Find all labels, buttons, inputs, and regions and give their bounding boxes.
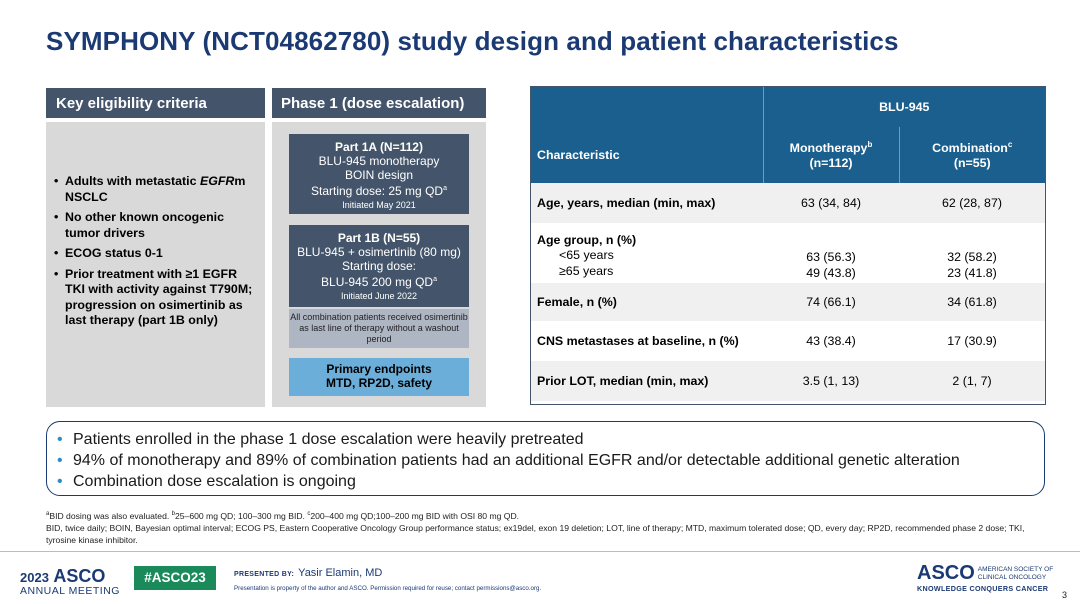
- phase1-header: Phase 1 (dose escalation): [272, 88, 486, 118]
- slide-title: SYMPHONY (NCT04862780) study design and …: [46, 26, 899, 56]
- eligibility-item: Adults with metastatic EGFRm NSCLC: [54, 174, 260, 205]
- eligibility-header: Key eligibility criteria: [46, 88, 265, 118]
- endpoints-list: MTD, RP2D, safety: [325, 376, 433, 390]
- page-number: 3: [1062, 590, 1068, 600]
- endpoints-title: Primary endpoints: [326, 362, 432, 376]
- part-1a-starting-dose: Starting dose: 25 mg QDa: [311, 184, 447, 198]
- table-header-row: BLU-945: [531, 87, 1045, 127]
- table-row: Age, years, median (min, max) 63 (34, 84…: [531, 183, 1045, 223]
- combination-header: Combinationc (n=55): [898, 127, 1045, 183]
- part-1a-line: BOIN design: [344, 168, 414, 182]
- characteristics-table: BLU-945 Characteristic Monotherapyb (n=11…: [530, 86, 1046, 405]
- table-header-row: Characteristic Monotherapyb (n=112) Combi…: [531, 127, 1045, 183]
- part-1b-title: Part 1B (N=55): [337, 231, 421, 245]
- permission-note: Presentation is property of the author a…: [234, 585, 542, 592]
- part-1a-line: BLU-945 monotherapy: [318, 154, 440, 168]
- table-row: Age group, n (%) <65 years ≥65 years 63 …: [531, 223, 1045, 283]
- presenter-name: Yasir Elamin, MD: [298, 567, 383, 579]
- hashtag-badge: #ASCO23: [134, 566, 216, 590]
- primary-endpoints-box: Primary endpoints MTD, RP2D, safety: [289, 358, 469, 396]
- summary-item: 94% of monotherapy and 89% of combinatio…: [57, 450, 1044, 471]
- phase1-panel: Part 1A (N=112) BLU-945 monotherapy BOIN…: [272, 122, 486, 407]
- part-1b-initiated: Initiated June 2022: [340, 291, 418, 301]
- part-1b-box: Part 1B (N=55) BLU-945 + osimertinib (80…: [289, 225, 469, 307]
- summary-item: Combination dose escalation is ongoing: [57, 471, 1044, 492]
- table-row: Prior LOT, median (min, max) 3.5 (1, 13)…: [531, 361, 1045, 401]
- footnote-abbreviations: BID, twice daily; BOIN, Bayesian optimal…: [46, 522, 1025, 545]
- summary-box: Patients enrolled in the phase 1 dose es…: [46, 421, 1045, 496]
- footer-divider: [0, 551, 1080, 552]
- drug-header: BLU-945: [762, 87, 1045, 127]
- asco-annual-meeting-logo: 2023 ASCO ANNUAL MEETING: [20, 566, 120, 597]
- part-1b-line: Starting dose:: [341, 259, 417, 273]
- eligibility-panel: Adults with metastatic EGFRm NSCLC No ot…: [46, 122, 265, 407]
- characteristic-header: Characteristic: [531, 127, 763, 183]
- part-1a-initiated: Initiated May 2021: [342, 200, 416, 210]
- eligibility-item: No other known oncogenic tumor drivers: [54, 210, 260, 241]
- eligibility-item: ECOG status 0-1: [54, 246, 260, 262]
- footnotes: aBID dosing was also evaluated. b25–600 …: [46, 508, 1046, 546]
- table-row: CNS metastases at baseline, n (%) 43 (38…: [531, 321, 1045, 361]
- part-1a-box: Part 1A (N=112) BLU-945 monotherapy BOIN…: [289, 134, 469, 214]
- part-1a-title: Part 1A (N=112): [335, 140, 423, 154]
- monotherapy-header: Monotherapyb (n=112): [762, 127, 899, 183]
- part-1b-line: BLU-945 + osimertinib (80 mg): [297, 245, 461, 259]
- footnote-doses: aBID dosing was also evaluated. b25–600 …: [46, 510, 520, 521]
- combination-note: All combination patients received osimer…: [289, 309, 469, 348]
- part-1b-starting-dose: BLU-945 200 mg QDa: [321, 275, 437, 289]
- table-row: Female, n (%) 74 (66.1) 34 (61.8): [531, 283, 1045, 321]
- eligibility-item: Prior treatment with ≥1 EGFR TKI with ac…: [54, 267, 260, 329]
- eligibility-list: Adults with metastatic EGFRm NSCLC No ot…: [54, 174, 260, 334]
- presented-by: PRESENTED BY: Yasir Elamin, MD: [234, 567, 383, 579]
- asco-society-logo: ASCO AMERICAN SOCIETY OF CLINICAL ONCOLOGY…: [917, 562, 1054, 593]
- summary-item: Patients enrolled in the phase 1 dose es…: [57, 429, 1044, 450]
